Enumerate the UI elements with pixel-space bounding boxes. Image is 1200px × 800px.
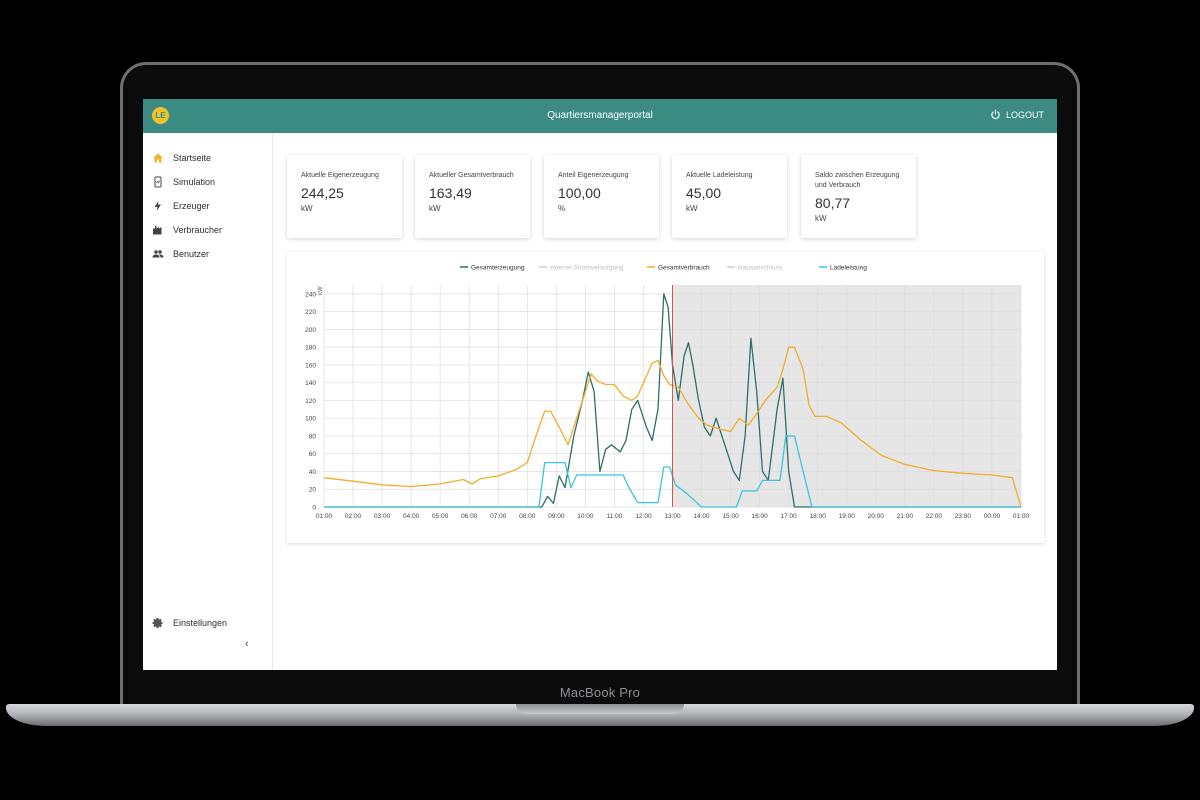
kpi-card: Anteil Eigenerzeugung 100,00 % <box>544 155 659 238</box>
x-tick-label: 10:00 <box>577 513 594 520</box>
power-icon <box>991 109 1000 120</box>
collapse-sidebar-button[interactable]: ‹ <box>245 638 249 650</box>
x-tick-label: 11:00 <box>607 513 623 520</box>
x-tick-label: 15:00 <box>722 513 739 520</box>
y-tick-label: 60 <box>309 451 317 458</box>
card-value: 100,00 <box>558 185 601 201</box>
kpi-card: Aktuelle Ladeleistung 45,00 kW <box>672 155 787 238</box>
kpi-card: Aktuelle Eigenerzeugung 244,25 kW <box>287 155 402 238</box>
sidebar-item-label: Startseite <box>173 153 212 163</box>
x-tick-label: 22:00 <box>926 513 943 520</box>
sidebar-item-erzeuger[interactable]: Erzeuger <box>152 198 210 214</box>
app-screen: LE Quartiersmanagerportal LOGOUT Startse… <box>143 99 1057 670</box>
app-title: Quartiersmanagerportal <box>547 110 653 121</box>
y-tick-label: 120 <box>305 398 316 405</box>
x-tick-label: 09:00 <box>548 513 565 520</box>
card-unit: kW <box>429 204 441 213</box>
line-chart: 0 20 40 60 80 100 120 140 160 180 200 220 240 kW 01:00… <box>305 265 1030 521</box>
x-tick-label: 04:00 <box>403 513 420 520</box>
card-label: Aktueller Gesamtverbrauch <box>429 172 514 179</box>
logo-icon[interactable]: LE <box>152 107 169 124</box>
y-axis-label: kW <box>318 286 324 295</box>
x-tick-label: 19:00 <box>839 513 856 520</box>
x-tick-label: 08:00 <box>519 513 536 520</box>
sidebar-item-label: Simulation <box>173 177 216 187</box>
x-tick-label: 12:00 <box>635 513 652 520</box>
x-tick-label: 01:00 <box>316 513 333 520</box>
card-label: Anteil Eigenerzeugung <box>558 172 629 179</box>
sidebar-item-label: Benutzer <box>173 249 210 259</box>
simulation-icon <box>154 176 162 188</box>
x-tick-label: 18:00 <box>810 513 827 520</box>
card-value: 163,49 <box>429 185 472 201</box>
y-tick-label: 80 <box>309 433 317 440</box>
y-tick-label: 240 <box>305 291 316 298</box>
top-app-bar: LE Quartiersmanagerportal LOGOUT <box>143 99 1057 133</box>
card-label: Aktuelle Eigenerzeugung <box>301 172 379 179</box>
logout-button[interactable]: LOGOUT <box>990 109 1044 120</box>
sidebar-item-einstellungen[interactable]: Einstellungen <box>152 615 227 631</box>
factory-icon <box>153 226 162 235</box>
laptop-notch <box>516 704 684 714</box>
home-icon <box>153 153 163 163</box>
x-tick-label: 17:00 <box>781 513 798 520</box>
laptop-base <box>6 704 1194 726</box>
series-line-ladeleistung <box>324 435 1021 508</box>
x-tick-label: 00:00 <box>984 513 1001 520</box>
sidebar-item-benutzer[interactable]: Benutzer <box>152 246 209 262</box>
sidebar: Startseite Simulation Erzeuger Verbrauch… <box>143 133 273 670</box>
legend-label: Gesamterzeugung <box>471 265 525 272</box>
sidebar-item-simulation[interactable]: Simulation <box>152 174 215 190</box>
x-tick-label: 07:00 <box>490 513 507 520</box>
kpi-card: Aktueller Gesamtverbrauch 163,49 kW <box>415 155 530 238</box>
y-tick-label: 100 <box>305 416 316 423</box>
legend-label: externe Stromversorgung <box>550 265 624 272</box>
y-tick-label: 140 <box>305 380 316 387</box>
x-tick-label: 16:00 <box>751 513 768 520</box>
y-tick-label: 20 <box>309 487 317 494</box>
card-unit: kW <box>686 204 698 213</box>
card-unit: kW <box>301 204 313 213</box>
card-value: 244,25 <box>301 185 344 201</box>
sidebar-item-startseite[interactable]: Startseite <box>152 150 211 166</box>
x-tick-label: 05:00 <box>432 513 449 520</box>
card-unit: kW <box>815 214 827 223</box>
sidebar-item-verbraucher[interactable]: Verbraucher <box>152 222 222 238</box>
card-label: Saldo zwischen Erzeugung und Verbrauch <box>815 172 900 189</box>
y-tick-label: 160 <box>305 362 316 369</box>
legend-label: Gesamtverbrauch <box>658 265 710 272</box>
card-label: Aktuelle Ladeleistung <box>686 172 753 179</box>
lightning-icon <box>154 201 161 211</box>
card-value: 80,77 <box>815 195 851 211</box>
gear-icon <box>152 618 163 629</box>
device-label: MacBook Pro <box>559 685 641 700</box>
x-tick-label: 01:00 <box>1013 513 1030 520</box>
card-value: 45,00 <box>686 185 722 201</box>
kpi-card: Saldo zwischen Erzeugung und Verbrauch 8… <box>801 155 916 238</box>
y-tick-label: 180 <box>305 345 316 352</box>
x-tick-label: 13:00 <box>664 513 681 520</box>
x-tick-label: 21:00 <box>897 513 914 520</box>
x-tick-label: 20:00 <box>868 513 885 520</box>
x-tick-label: 06:00 <box>461 513 478 520</box>
y-tick-label: 40 <box>309 469 317 476</box>
sidebar-item-label: Verbraucher <box>173 225 223 235</box>
sidebar-item-label: Erzeuger <box>173 201 210 211</box>
sidebar-item-label: Einstellungen <box>173 618 228 628</box>
users-icon <box>152 250 164 258</box>
logout-label: LOGOUT <box>1005 109 1044 120</box>
legend-label: Hausanschluss <box>738 265 783 272</box>
x-tick-label: 02:00 <box>345 513 362 520</box>
card-unit: % <box>558 204 566 213</box>
x-tick-label: 03:00 <box>374 513 391 520</box>
y-tick-label: 220 <box>305 309 316 316</box>
x-tick-label: 23:00 <box>955 513 972 520</box>
y-tick-label: 200 <box>305 327 316 334</box>
x-tick-label: 14:00 <box>693 513 710 520</box>
legend-label: Ladeleistung <box>830 265 867 272</box>
chart-panel: 0 20 40 60 80 100 120 140 160 180 200 220 240 kW 01:00… <box>287 252 1044 543</box>
series-line-gesamtverbrauch <box>323 346 1022 508</box>
y-tick-label: 0 <box>312 505 316 512</box>
